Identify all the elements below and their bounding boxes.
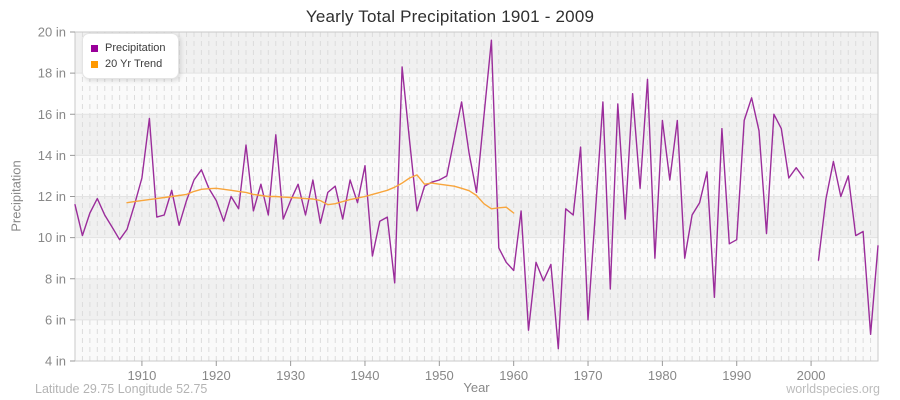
y-tick-label: 20 in — [38, 25, 66, 40]
coordinates-label: Latitude 29.75 Longitude 52.75 — [35, 382, 208, 396]
x-tick-label: 1980 — [648, 368, 677, 383]
x-tick-label: 1950 — [425, 368, 454, 383]
chart-title: Yearly Total Precipitation 1901 - 2009 — [305, 7, 595, 26]
y-tick-label: 14 in — [38, 148, 66, 163]
legend-item-precipitation: Precipitation — [91, 40, 166, 56]
x-tick-label: 1910 — [127, 368, 156, 383]
x-tick-label: 1960 — [499, 368, 528, 383]
y-tick-label: 10 in — [38, 230, 66, 245]
y-tick-label: 18 in — [38, 66, 66, 81]
legend-label-precipitation: Precipitation — [105, 42, 166, 54]
legend-label-trend: 20 Yr Trend — [105, 58, 163, 70]
x-axis-title: Year — [463, 380, 490, 395]
x-tick-label: 1990 — [722, 368, 751, 383]
legend: Precipitation 20 Yr Trend — [82, 33, 179, 79]
y-tick-label: 16 in — [38, 107, 66, 122]
x-tick-label: 1940 — [351, 368, 380, 383]
precipitation-swatch — [91, 44, 98, 52]
trend-line — [126, 174, 515, 214]
y-tick-label: 12 in — [38, 189, 66, 204]
x-tick-label: 1970 — [574, 368, 603, 383]
y-tick-label: 6 in — [45, 312, 66, 327]
trend-swatch — [91, 60, 98, 68]
x-tick-label: 2000 — [797, 368, 826, 383]
y-tick-label: 8 in — [45, 271, 66, 286]
legend-item-trend: 20 Yr Trend — [91, 56, 166, 72]
y-tick-label: 4 in — [45, 354, 66, 369]
source-link[interactable]: worldspecies.org — [786, 382, 880, 396]
x-tick-label: 1920 — [202, 368, 231, 383]
x-tick-label: 1930 — [276, 368, 305, 383]
y-axis-title: Precipitation — [8, 160, 24, 232]
precipitation-line — [74, 39, 879, 350]
